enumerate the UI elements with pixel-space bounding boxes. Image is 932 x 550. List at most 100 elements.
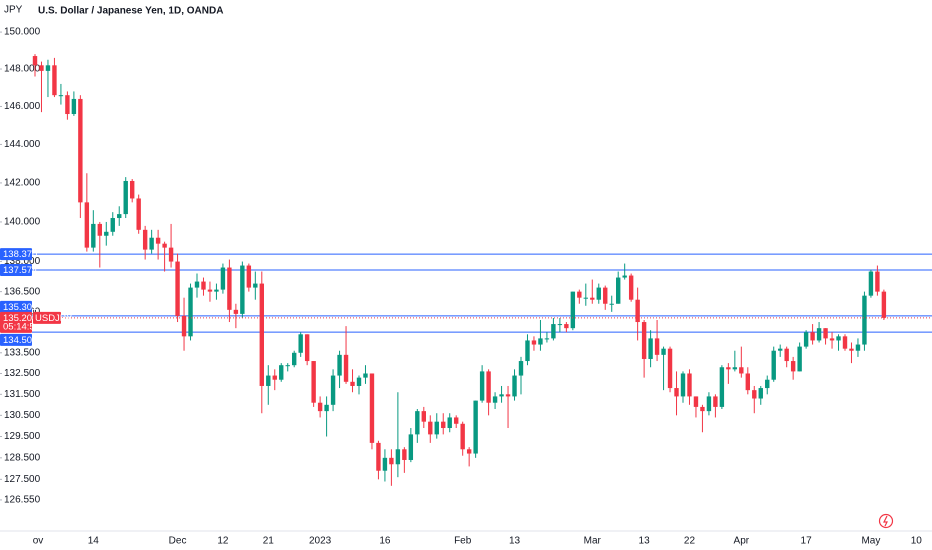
candle-body [441,421,446,429]
y-tick-label: 150.000 [4,27,41,38]
x-tick-label: Feb [454,536,472,547]
candle-body [272,375,277,380]
candle-body [570,291,576,329]
candle-body [181,315,187,337]
candle-body [201,281,206,290]
candle-body [317,402,323,412]
symbol-tag [33,311,61,324]
candle-body [797,346,802,372]
candle-body [739,367,744,374]
candle-body [667,348,673,389]
candle-body [142,229,148,250]
y-tick-label: 129.500 [4,431,41,442]
candle-body [155,237,161,244]
candle-body [518,361,524,376]
y-tick-label: 132.500 [4,368,41,379]
candle-body [628,275,634,300]
candle-body [194,281,200,288]
candle-body [648,338,653,359]
candle-body [752,390,757,399]
candle-body [641,322,647,359]
candle-body [246,265,252,288]
candle-body [875,271,880,292]
x-tick-label: 21 [263,536,275,547]
x-tick-label: 12 [217,536,229,547]
y-tick-label: 138.000 [4,256,41,267]
candle-body [188,287,193,337]
y-tick-label: 128.500 [4,452,41,463]
candle-body [823,328,828,339]
countdown-label: 05:14:58 [3,321,40,332]
candle-body [382,457,388,471]
candle-body [402,449,407,460]
candle-body [356,377,362,386]
alert-icon-circle [878,513,894,529]
y-tick-label: 144.000 [4,139,41,150]
candle-body [337,354,342,376]
candle-body [674,388,679,397]
candle-body [460,423,465,450]
candle-body [771,350,776,380]
candle-body [369,373,375,443]
candle-body [58,95,64,97]
candle-body [726,367,731,370]
candle-body [492,396,498,403]
x-tick-label: 22 [684,536,696,547]
candle-body [292,352,297,366]
candle-body [505,394,511,397]
candle-body [408,434,414,460]
candle-body [564,324,569,329]
candle-body [654,338,660,355]
level-tag [0,333,32,346]
candle-body [544,338,550,340]
candle-body [123,180,128,215]
candle-body [603,287,608,304]
level-tag-label: 138.370 [3,249,37,260]
candle-body [65,95,70,115]
candle-body [473,400,478,454]
candle-body [136,198,141,230]
candle-body [324,404,329,412]
candle-body [91,223,96,248]
candle-body [220,267,226,290]
candle-body [577,291,582,298]
candle-body [304,334,310,362]
level-tag-label: 135.301 [3,302,37,313]
candle-body [842,336,848,349]
y-tick-label: 136.500 [4,286,41,297]
candle-body [104,231,109,236]
candle-body [130,180,135,199]
x-tick-label: Mar [584,536,602,547]
alert-icon[interactable] [878,513,894,529]
candle-body [343,354,349,382]
candle-body [778,348,783,351]
candle-body [389,457,394,465]
candle-body [499,394,504,397]
candle-body [622,275,627,278]
candle-body [434,421,439,435]
candle-body [376,442,381,471]
candle-body [816,328,822,341]
candle-body [466,449,472,454]
candle-body [39,65,44,71]
candle-body [661,348,666,355]
candle-body [693,396,699,407]
candle-body [421,411,426,422]
candle-body [117,214,122,219]
level-tag-label: 134.507 [3,335,37,346]
x-tick-label: 14 [88,536,100,547]
candle-body [298,334,303,353]
candle-body [784,348,789,362]
y-tick-label: 140.000 [4,217,41,228]
candle-body [207,289,213,292]
y-tick-label: 148.000 [4,64,41,75]
candle-body [45,65,51,71]
candle-body [732,367,738,370]
level-tag [0,248,32,261]
candle-body [616,277,621,304]
candle-body [240,265,245,314]
candle-body [810,332,815,341]
candle-body [71,98,77,115]
candle-body [285,365,290,367]
